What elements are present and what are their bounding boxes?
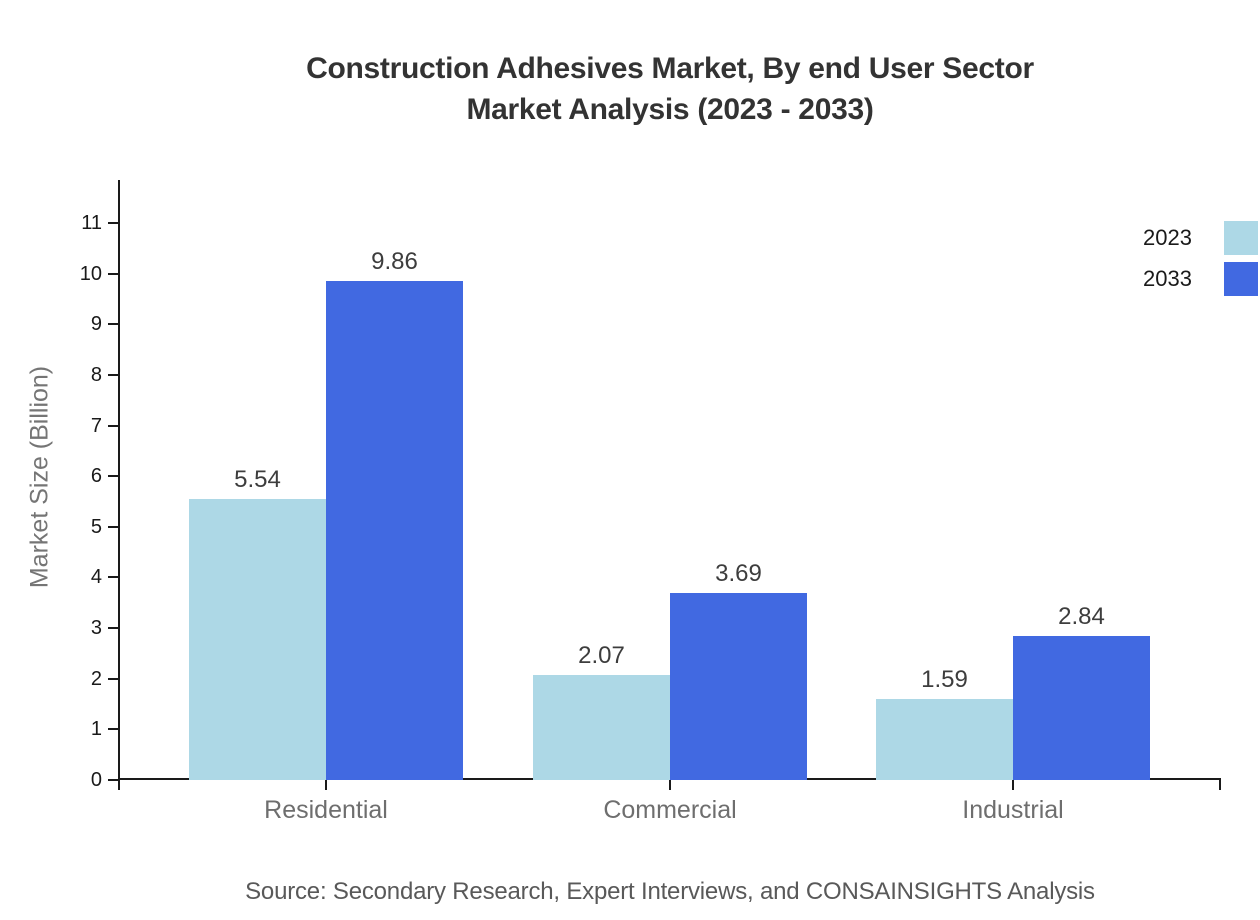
y-tick-label: 1 [90, 718, 102, 740]
y-tick-label: 11 [81, 212, 102, 234]
chart-title-line1: Construction Adhesives Market, By end Us… [306, 52, 1034, 85]
y-tick-label: 8 [90, 364, 102, 386]
value-label-2033-residential: 9.86 [371, 248, 418, 275]
bar-2023-industrial [876, 699, 1013, 780]
y-tick-label: 2 [90, 668, 102, 690]
chart-title-line2: Market Analysis (2023 - 2033) [466, 93, 874, 126]
category-label-residential: Residential [264, 796, 388, 824]
y-tick [108, 273, 118, 275]
value-label-2033-commercial: 3.69 [715, 560, 762, 587]
y-tick [108, 526, 118, 528]
y-tick-label: 3 [90, 617, 102, 639]
bar-2023-commercial [533, 675, 670, 780]
y-tick [108, 779, 118, 781]
y-tick-label: 10 [79, 263, 102, 285]
x-tick [118, 780, 120, 790]
y-tick [108, 425, 118, 427]
y-tick [108, 627, 118, 629]
y-tick [108, 323, 118, 325]
chart-title: Construction Adhesives Market, By end Us… [40, 48, 1260, 130]
y-tick-label: 5 [90, 516, 102, 538]
y-tick-label: 7 [90, 415, 102, 437]
y-tick [108, 222, 118, 224]
value-label-2023-industrial: 1.59 [921, 666, 968, 693]
bar-2033-commercial [670, 593, 807, 780]
value-label-2023-residential: 5.54 [234, 466, 281, 493]
y-tick [108, 678, 118, 680]
y-tick [108, 576, 118, 578]
y-tick-label: 6 [90, 465, 102, 487]
y-tick-label: 0 [90, 769, 102, 791]
bar-2033-residential [326, 281, 463, 780]
x-tick [325, 780, 327, 790]
x-tick [669, 780, 671, 790]
y-tick [108, 374, 118, 376]
y-tick [108, 475, 118, 477]
bar-2023-residential [189, 499, 326, 780]
value-label-2023-commercial: 2.07 [578, 642, 625, 669]
bar-2033-industrial [1013, 636, 1150, 780]
x-tick [1012, 780, 1014, 790]
category-label-industrial: Industrial [962, 796, 1064, 824]
x-tick [1219, 780, 1221, 790]
y-tick-label: 4 [90, 566, 102, 588]
y-tick-label: 9 [90, 313, 102, 335]
source-note: Source: Secondary Research, Expert Inter… [245, 878, 1095, 905]
value-label-2033-industrial: 2.84 [1058, 603, 1105, 630]
y-axis-spine [118, 180, 120, 780]
category-label-commercial: Commercial [603, 796, 737, 824]
y-tick [108, 728, 118, 730]
